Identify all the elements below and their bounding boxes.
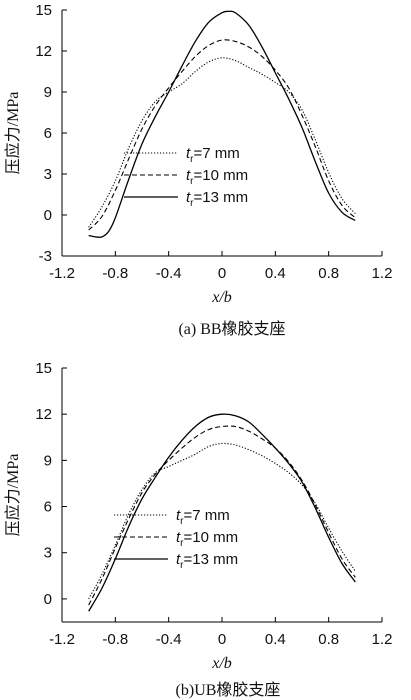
- x-tick-label: 0.4: [265, 631, 286, 648]
- y-tick-label: 3: [44, 545, 52, 562]
- x-axis-title: x/b: [211, 655, 232, 672]
- legend-label-italic: t: [176, 529, 181, 546]
- legend-label-1: tr=7 mm: [186, 145, 240, 165]
- legend-label-italic: t: [176, 551, 181, 568]
- x-tick-label: 0.8: [318, 265, 339, 282]
- y-tick-label: 12: [35, 43, 52, 60]
- y-tick-label: 15: [35, 360, 52, 377]
- chart-panel-1: -1.2 -0.8 -0.4 0 0.4 0.8 1.2 -3 0 3 6 9 12 15 x/b 压应力/M…: [3, 2, 392, 338]
- y-tick-label: 12: [35, 406, 52, 423]
- x-axis-title: x/b: [211, 289, 232, 306]
- legend-label-subscript: r: [180, 560, 184, 571]
- x-tick-label: -0.8: [102, 631, 128, 648]
- y-tick-label: 6: [44, 125, 52, 142]
- y-tick-label: 6: [44, 499, 52, 516]
- legend-label-italic: t: [186, 189, 191, 206]
- x-tick-label: -1.2: [49, 265, 75, 282]
- legend-label-subscript: r: [180, 538, 184, 549]
- legend-label-1: tr=7 mm: [176, 507, 230, 527]
- legend-label-text: =7 mm: [194, 145, 240, 162]
- y-axis-title: 压应力/MPa: [3, 92, 22, 175]
- x-tick-label: 0: [218, 631, 226, 648]
- series-line-1: [88, 442, 356, 600]
- legend-label-3: tr=13 mm: [176, 551, 238, 571]
- x-tick-label: -0.4: [156, 265, 182, 282]
- legend-label-subscript: r: [190, 154, 194, 165]
- legend-label-2: tr=10 mm: [176, 529, 238, 549]
- legend-label-text: =13 mm: [194, 189, 249, 206]
- y-tick-label: 3: [44, 166, 52, 183]
- y-tick-label: 9: [44, 84, 52, 101]
- y-tick-label: 0: [44, 591, 52, 608]
- series-line-3: [88, 413, 356, 612]
- y-tick-label: -3: [39, 248, 52, 265]
- legend-label-subscript: r: [190, 176, 194, 187]
- legend-label-subscript: r: [180, 516, 184, 527]
- chart-caption: (b)UB橡胶支座: [176, 681, 281, 699]
- x-tick-label: 0.4: [265, 265, 286, 282]
- legend-label-text: =13 mm: [184, 551, 239, 568]
- legend-label-italic: t: [186, 145, 191, 162]
- x-tick-label: -0.8: [102, 265, 128, 282]
- legend-label-subscript: r: [190, 198, 194, 209]
- chart-caption: (a) BB橡胶支座: [178, 320, 285, 338]
- y-tick-label: 15: [35, 2, 52, 19]
- y-axis-title: 压应力/MPa: [3, 454, 22, 537]
- series-line-2: [88, 39, 356, 231]
- x-tick-label: 1.2: [372, 265, 393, 282]
- chart-panel-2: -1.2 -0.8 -0.4 0 0.4 0.8 1.2 0 3 6 9 12 15 x/b 压应力/MPa…: [3, 360, 392, 699]
- legend-label-3: tr=13 mm: [186, 189, 248, 209]
- legend-label-2: tr=10 mm: [186, 167, 248, 187]
- legend-label-text: =7 mm: [184, 507, 230, 524]
- x-tick-label: 1.2: [372, 631, 393, 648]
- y-tick-label: 0: [44, 207, 52, 224]
- x-tick-label: -1.2: [49, 631, 75, 648]
- x-tick-label: -0.4: [156, 631, 182, 648]
- legend-label-text: =10 mm: [194, 167, 249, 184]
- y-tick-label: 9: [44, 452, 52, 469]
- legend-label-italic: t: [176, 507, 181, 524]
- x-tick-label: 0: [218, 265, 226, 282]
- series-line-3: [88, 10, 356, 238]
- x-tick-label: 0.8: [318, 631, 339, 648]
- legend-label-text: =10 mm: [184, 529, 239, 546]
- legend-label-italic: t: [186, 167, 191, 184]
